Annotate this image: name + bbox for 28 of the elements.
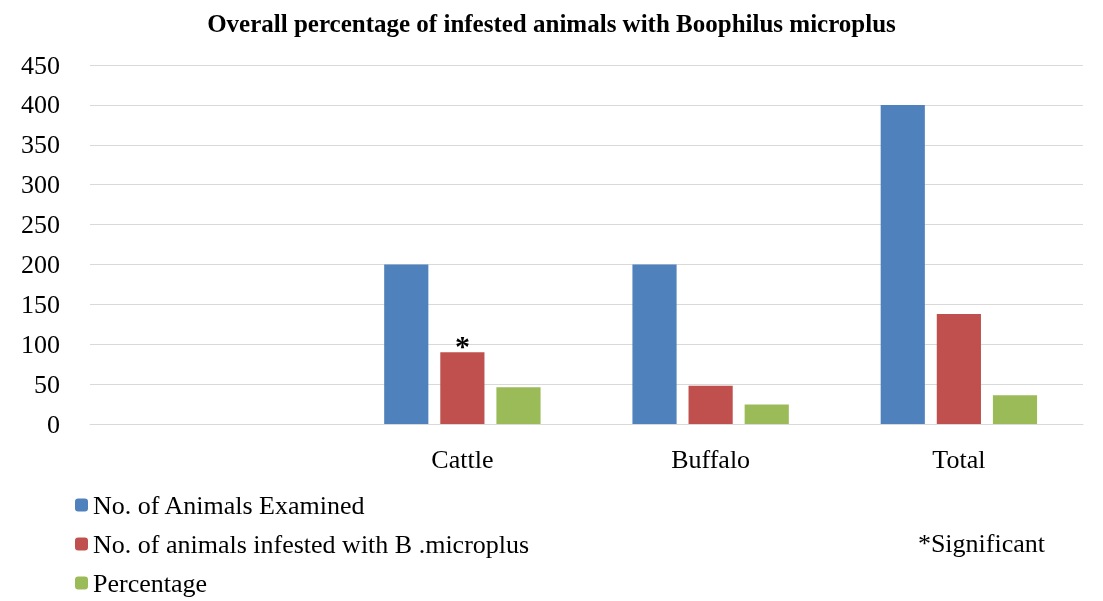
annotation: * (454, 329, 470, 363)
y-tick-label: 50 (34, 369, 60, 399)
bar (632, 264, 677, 424)
bar (744, 404, 789, 424)
bar (880, 104, 925, 424)
bar (936, 313, 981, 424)
y-tick-label: 300 (21, 170, 60, 200)
chart-title: Overall percentage of infested animals with Boophilus microplus (207, 10, 897, 37)
legend-label: No. of animals infested with B .microplus (93, 529, 530, 559)
y-tick-label: 450 (21, 50, 60, 80)
legend-label: Percentage (93, 568, 208, 598)
y-tick-label: 100 (21, 329, 60, 359)
y-tick-label: 150 (21, 289, 60, 319)
text: *Significant (917, 528, 1046, 558)
x-tick-label: Buffalo (671, 444, 751, 474)
bar (384, 264, 429, 424)
x-tick-label: Total (932, 444, 986, 474)
bar (496, 387, 541, 424)
y-tick-label: 200 (21, 249, 60, 279)
y-tick-label: 400 (21, 90, 60, 120)
x-tick-label: Cattle (431, 444, 494, 474)
legend-label: No. of Animals Examined (93, 490, 365, 520)
y-tick-label: 350 (21, 130, 60, 160)
bar (688, 385, 733, 424)
bar (440, 352, 485, 424)
y-tick-label: 0 (47, 409, 60, 439)
bar (992, 395, 1038, 424)
y-tick-label: 250 (21, 210, 60, 240)
